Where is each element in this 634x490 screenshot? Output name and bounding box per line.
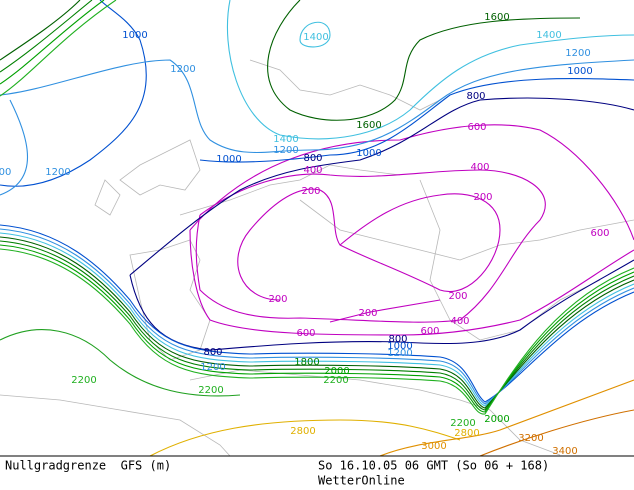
border (299, 199, 634, 261)
border (419, 179, 601, 341)
contour-2200 (0, 329, 241, 397)
contour-label: 2200 (198, 385, 223, 396)
contour-label: 800 (303, 153, 322, 164)
contour-label: 600 (467, 122, 486, 133)
contour-label: 00 (0, 167, 11, 178)
contour-band (0, 0, 105, 85)
contour-label: 2800 (290, 426, 315, 437)
contour-label: 1200 (565, 48, 590, 59)
contour-3000 (379, 379, 634, 457)
contour-label: 1000 (567, 66, 592, 77)
contour-label: 1400 (536, 30, 561, 41)
contour-label: 2000 (484, 414, 509, 425)
contour-1400 (226, 0, 634, 140)
contour-label: 400 (303, 165, 322, 176)
contour-200 (237, 188, 501, 301)
contour-400 (195, 169, 546, 323)
coastline (119, 139, 201, 196)
contour-band (0, 232, 634, 407)
contour-label: 1600 (484, 12, 509, 23)
map-area (0, 0, 634, 456)
contour-band (0, 248, 634, 415)
contour-label: 200 (268, 294, 287, 305)
contour-label: 1600 (356, 120, 381, 131)
contour-labels: 1000 140016001400120010001200800600160014… (0, 12, 610, 457)
footer-source: WetterOnline (318, 474, 405, 488)
contour-label: 200 (448, 291, 467, 302)
contour-label: 1200 (273, 145, 298, 156)
contour-label: 800 (388, 334, 407, 345)
contour-label: 1800 (294, 357, 319, 368)
contour-600 (189, 124, 634, 336)
coastline (0, 394, 231, 457)
contour-band (0, 244, 634, 413)
contour-band (0, 0, 81, 61)
contour-3200 (479, 409, 634, 457)
contour-1400 (299, 21, 331, 48)
contour-label: 3400 (552, 446, 577, 457)
contour-label: 1200 (200, 362, 225, 373)
contour-label: 3000 (421, 441, 446, 452)
contour-1600 (267, 0, 581, 121)
contour-label: 600 (296, 328, 315, 339)
contour-label: 3200 (518, 433, 543, 444)
contour-band (0, 224, 634, 403)
coastline (179, 164, 401, 216)
coastline (94, 179, 121, 216)
contour-label: 2200 (323, 375, 348, 386)
contour-200 (329, 299, 441, 323)
contour-label: 1000 (216, 154, 241, 165)
contour-label: 1400 (303, 32, 328, 43)
contour-band (0, 0, 117, 97)
contour-label: 200 (358, 308, 377, 319)
contour-1000 (0, 0, 147, 187)
contour-label: 600 (420, 326, 439, 337)
contours (0, 0, 634, 457)
contour-band (0, 236, 634, 409)
contour-label: 200 (473, 192, 492, 203)
contour-label: 1200 (45, 167, 70, 178)
contour-1200 (0, 59, 634, 153)
footer-time: So 16.10.05 06 GMT (So 06 + 168) (318, 459, 549, 473)
contour-label: 800 (203, 347, 222, 358)
contour-label: 2000 (324, 366, 349, 377)
contour-label: 600 (590, 228, 609, 239)
contour-label: 2200 (450, 418, 475, 429)
contour-label: 1400 (273, 134, 298, 145)
coastline (189, 369, 561, 456)
contour-band (0, 0, 93, 73)
contour-label: 1000 (122, 30, 147, 41)
contour-label: 1200 (170, 64, 195, 75)
contour-band (0, 228, 634, 405)
contour-label: 1200 (387, 348, 412, 359)
contour-label: 1000 (387, 341, 412, 352)
coastline (249, 59, 441, 111)
contour-label: 200 (301, 186, 320, 197)
contour-1000 (199, 78, 634, 163)
contour-2800 (149, 419, 461, 457)
contour-label: 400 (450, 316, 469, 327)
contour-label: 1000 (356, 148, 381, 159)
footer-title: Nullgradgrenze GFS (m) (5, 459, 171, 473)
contour-1200 (0, 99, 29, 196)
contour-label: 2800 (454, 428, 479, 439)
contour-label: 800 (466, 91, 485, 102)
contour-label: 2200 (71, 375, 96, 386)
contour-label: 400 (470, 162, 489, 173)
contour-band (0, 240, 634, 411)
